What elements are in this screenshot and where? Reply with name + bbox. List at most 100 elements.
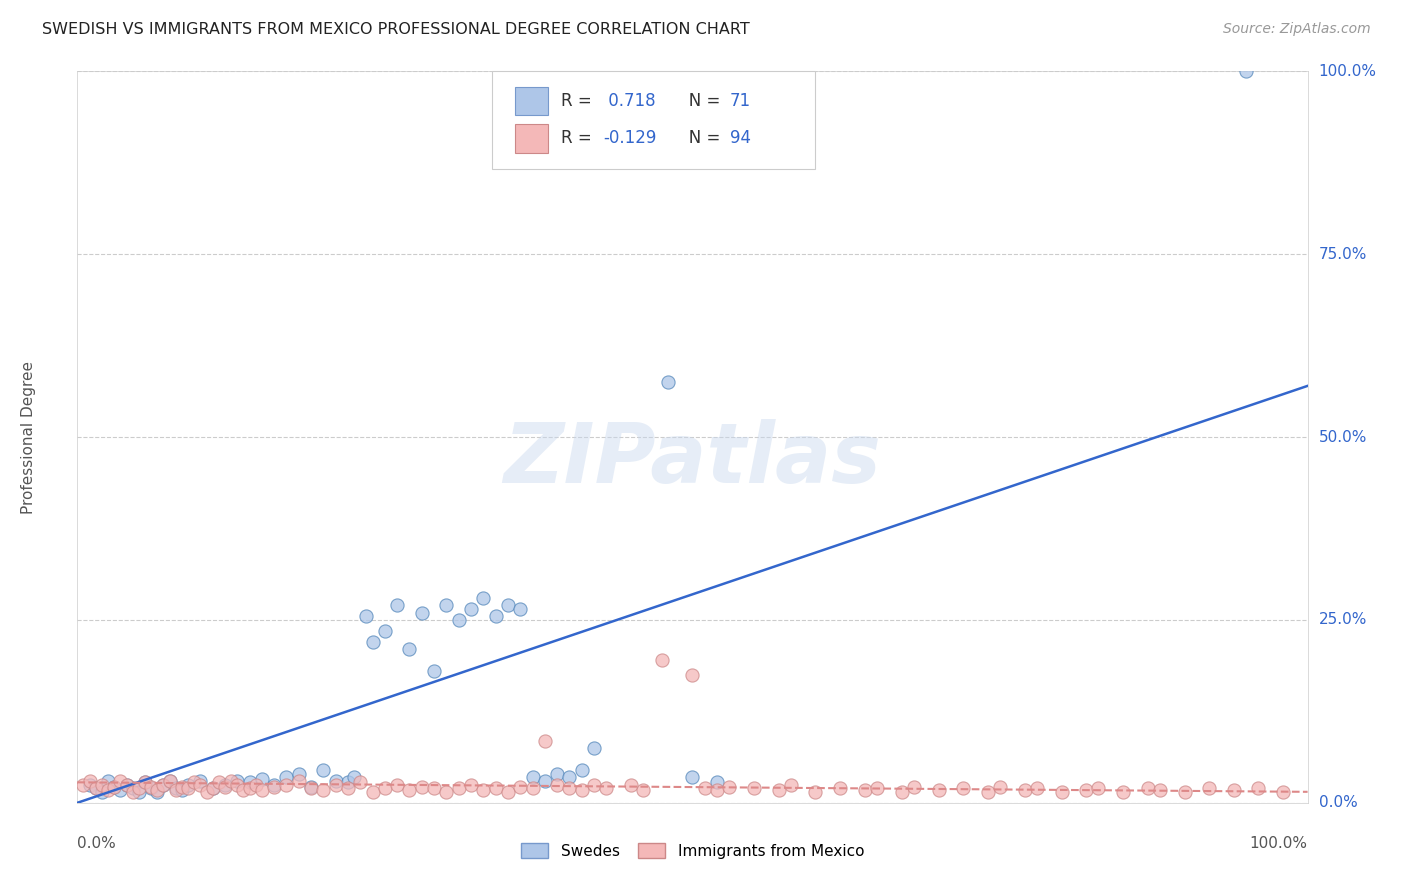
Point bbox=[103, 780, 125, 794]
Point bbox=[165, 782, 187, 797]
Point bbox=[693, 781, 716, 796]
Point bbox=[423, 781, 446, 796]
Text: N =: N = bbox=[673, 129, 725, 147]
Point bbox=[1050, 785, 1073, 799]
Point bbox=[522, 770, 544, 784]
Point bbox=[232, 782, 254, 797]
Point bbox=[496, 785, 519, 799]
Point bbox=[134, 775, 156, 789]
Point bbox=[219, 773, 242, 788]
Point bbox=[866, 781, 889, 796]
Point bbox=[214, 777, 236, 792]
Point bbox=[447, 613, 470, 627]
Point bbox=[299, 781, 322, 796]
Point bbox=[146, 785, 169, 799]
Point bbox=[436, 785, 458, 799]
Point bbox=[374, 781, 396, 796]
Point bbox=[299, 780, 322, 794]
Point bbox=[121, 785, 143, 799]
Point bbox=[447, 781, 470, 796]
Point bbox=[988, 780, 1011, 794]
Point bbox=[411, 780, 433, 794]
Point bbox=[460, 777, 482, 792]
Text: R =: R = bbox=[561, 129, 598, 147]
Point bbox=[84, 781, 107, 796]
Point bbox=[1087, 781, 1109, 796]
Point bbox=[128, 785, 150, 799]
Point bbox=[263, 780, 285, 794]
Point bbox=[121, 781, 143, 796]
Point bbox=[356, 609, 378, 624]
Point bbox=[682, 770, 704, 784]
Point bbox=[928, 782, 950, 797]
Point bbox=[718, 780, 741, 794]
Point bbox=[239, 775, 262, 789]
Point bbox=[90, 785, 114, 799]
Point bbox=[103, 780, 125, 794]
Point bbox=[276, 770, 298, 784]
Point bbox=[276, 777, 298, 792]
Text: 0.718: 0.718 bbox=[603, 92, 655, 110]
Point bbox=[288, 773, 311, 788]
Point bbox=[780, 777, 803, 792]
Point bbox=[170, 780, 193, 794]
Point bbox=[1076, 782, 1098, 797]
Point bbox=[682, 667, 704, 681]
Text: ZIPatlas: ZIPatlas bbox=[503, 418, 882, 500]
Point bbox=[165, 781, 187, 796]
Point bbox=[571, 782, 593, 797]
Point bbox=[159, 773, 181, 788]
Point bbox=[890, 785, 912, 799]
Point bbox=[509, 602, 531, 616]
Text: Source: ZipAtlas.com: Source: ZipAtlas.com bbox=[1223, 22, 1371, 37]
Point bbox=[385, 777, 409, 792]
Point bbox=[159, 773, 181, 788]
Point bbox=[742, 781, 765, 796]
Point bbox=[312, 763, 335, 777]
Point bbox=[170, 782, 193, 797]
Point bbox=[522, 781, 544, 796]
Point bbox=[134, 775, 156, 789]
Point bbox=[90, 777, 114, 792]
Point bbox=[188, 777, 212, 792]
Point bbox=[583, 740, 606, 755]
Point bbox=[472, 782, 495, 797]
Point bbox=[183, 775, 205, 789]
Point bbox=[509, 780, 531, 794]
Point bbox=[110, 782, 132, 797]
Point bbox=[152, 777, 174, 792]
Point bbox=[768, 782, 790, 797]
Point bbox=[1247, 781, 1270, 796]
Legend: Swedes, Immigrants from Mexico: Swedes, Immigrants from Mexico bbox=[515, 837, 870, 864]
Point bbox=[558, 781, 581, 796]
Point bbox=[1198, 781, 1220, 796]
Point bbox=[1223, 782, 1246, 797]
Point bbox=[201, 781, 224, 796]
Text: 100.0%: 100.0% bbox=[1250, 836, 1308, 851]
Text: 75.0%: 75.0% bbox=[1319, 247, 1367, 261]
Text: 25.0%: 25.0% bbox=[1319, 613, 1367, 627]
Point bbox=[496, 599, 519, 613]
Point bbox=[472, 591, 495, 605]
Text: N =: N = bbox=[673, 92, 725, 110]
Point bbox=[706, 775, 728, 789]
Text: 0.0%: 0.0% bbox=[1319, 796, 1357, 810]
Point bbox=[903, 780, 925, 794]
Text: 71: 71 bbox=[730, 92, 751, 110]
Point bbox=[325, 777, 347, 792]
Point bbox=[361, 635, 384, 649]
Text: -0.129: -0.129 bbox=[603, 129, 657, 147]
Point bbox=[571, 763, 593, 777]
Point bbox=[436, 599, 458, 613]
Point bbox=[152, 777, 174, 792]
Point bbox=[115, 777, 138, 792]
Text: R =: R = bbox=[561, 92, 598, 110]
Point bbox=[423, 664, 446, 678]
Point bbox=[79, 773, 101, 788]
Point bbox=[226, 773, 249, 788]
Point bbox=[226, 777, 249, 792]
Point bbox=[952, 781, 974, 796]
Point bbox=[79, 777, 101, 792]
Text: 94: 94 bbox=[730, 129, 751, 147]
Point bbox=[595, 781, 617, 796]
